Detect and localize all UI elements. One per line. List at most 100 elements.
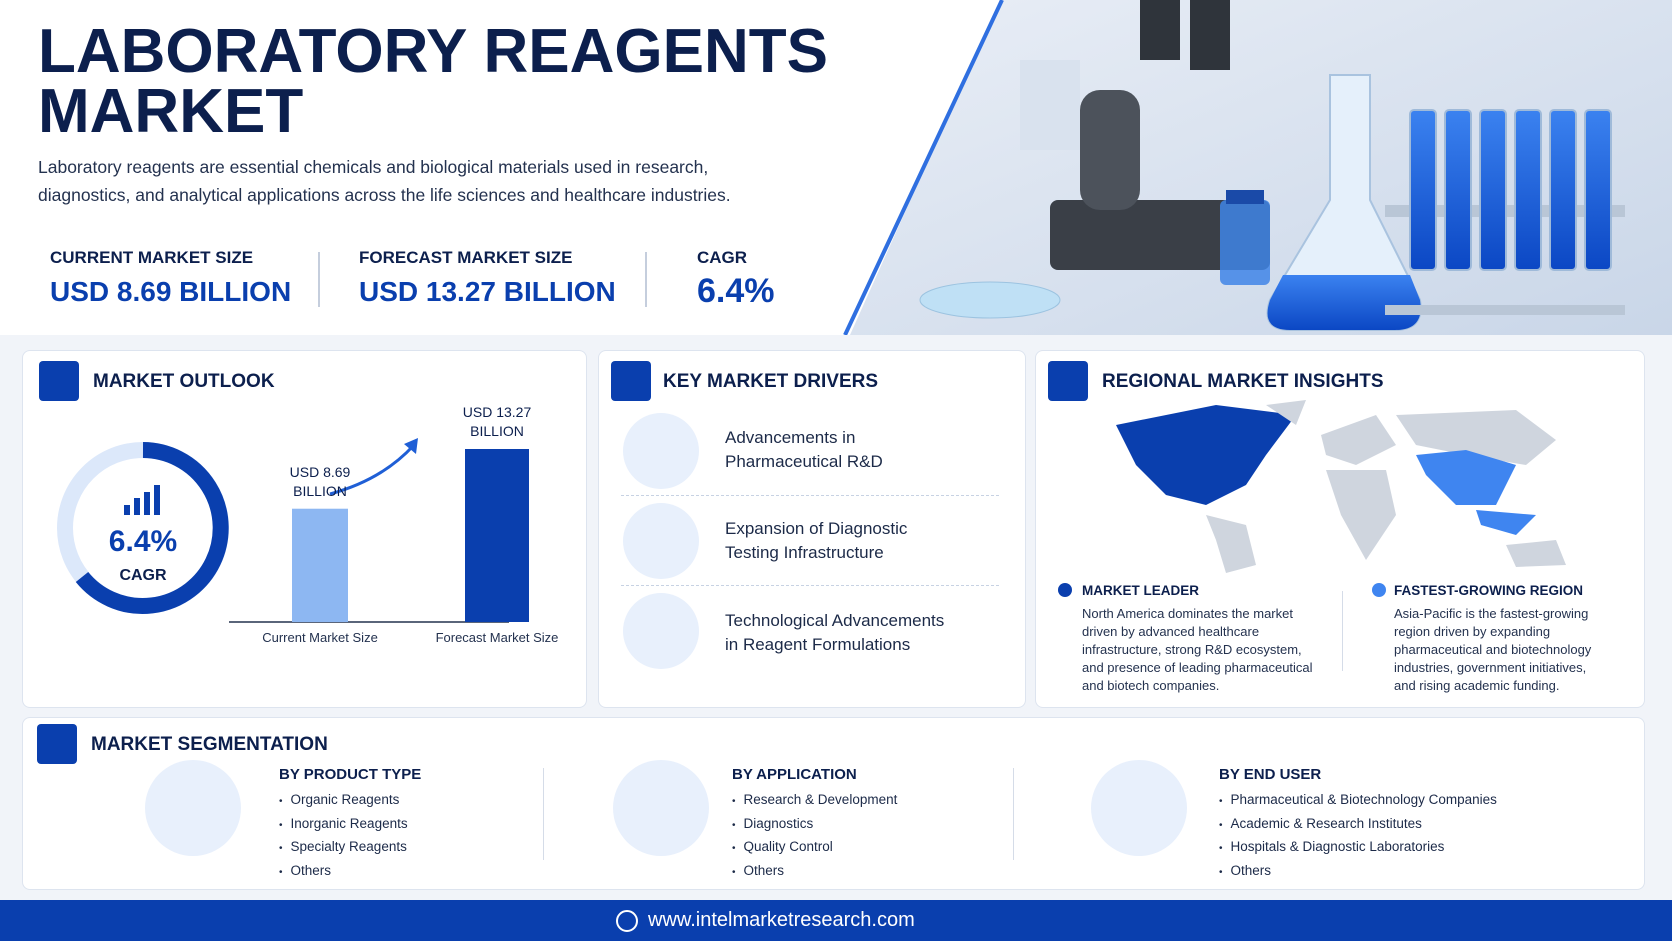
driver-line: Testing Infrastructure: [725, 543, 884, 562]
panel-title: MARKET SEGMENTATION: [91, 734, 328, 755]
segment-item: Others: [1219, 860, 1497, 884]
stat: CURRENT MARKET SIZE USD 8.69 BILLION: [50, 248, 291, 308]
insight-heading: MARKET LEADER: [1082, 583, 1199, 598]
insight-line: infrastructure, strong R&D ecosystem,: [1082, 642, 1302, 657]
separator: [621, 585, 999, 586]
insight-text: North America dominates the market driven…: [1082, 605, 1313, 695]
insight-line: Asia-Pacific is the fastest-growing: [1394, 606, 1589, 621]
segment-item: Others: [732, 860, 897, 884]
legend-dot: [1372, 583, 1386, 597]
segment-icon: [1091, 760, 1187, 856]
value-label: USD 13.27 BILLION: [462, 404, 532, 439]
panel-title: MARKET OUTLOOK: [93, 371, 275, 392]
driver-icon: [623, 503, 699, 579]
stat-value: 6.4%: [697, 272, 775, 310]
stat-value: USD 13.27 BILLION: [359, 276, 616, 307]
insight-line: driven by advanced healthcare: [1082, 624, 1260, 639]
divider: [1013, 768, 1014, 860]
insight-line: North America dominates the market: [1082, 606, 1293, 621]
value-label: USD 8.69 BILLION: [289, 463, 351, 499]
segment-item: Research & Development: [732, 789, 898, 813]
driver-text: Expansion of Diagnostic Testing Infrastru…: [725, 517, 907, 565]
panel-icon: [37, 724, 77, 764]
driver-line: in Reagent Formulations: [725, 635, 911, 654]
segment-item: Academic & Research Institutes: [1219, 813, 1497, 837]
legend-dot: [1058, 583, 1072, 597]
stat-value: USD 8.69 BILLION: [50, 276, 292, 307]
x-tick-label: Current Market Size: [262, 630, 378, 645]
divider: [543, 768, 544, 860]
cagr-label: CAGR: [119, 567, 167, 584]
panel-icon: [611, 361, 651, 401]
globe-icon: [616, 910, 638, 932]
value-label-box: USD 13.27 BILLION: [462, 404, 532, 439]
divider: [645, 252, 647, 307]
segment-item: Specialty Reagents: [279, 836, 421, 860]
cagr-value: 6.4%: [109, 525, 177, 558]
segment-heading: BY END USER: [1219, 766, 1322, 783]
footer-url[interactable]: www.intelmarketresearch.com: [648, 909, 915, 931]
title: LABORATORY REAGENTS MARKET: [38, 17, 828, 146]
regional-panel: REGIONAL MARKET INSIGHTS MARKET LEADER N…: [1035, 350, 1645, 708]
driver-line: Advancements in: [725, 428, 856, 447]
insight-line: region driven by expanding: [1394, 624, 1551, 639]
driver-line: Pharmaceutical R&D: [725, 452, 883, 471]
panel-icon: [39, 361, 79, 401]
separator: [621, 495, 999, 496]
segment-group: BY END USER Pharmaceutical & Biotechnolo…: [1219, 766, 1497, 883]
bar: [465, 449, 529, 622]
segment-item: Quality Control: [732, 836, 897, 860]
description-line: diagnostics, and analytical applications…: [38, 185, 731, 205]
insight-line: and presence of leading pharmaceutical: [1082, 660, 1313, 675]
panel-icon: [1048, 361, 1088, 401]
divider: [318, 252, 320, 307]
segment-item: Others: [279, 860, 421, 884]
driver-text: Technological Advancements in Reagent For…: [725, 609, 944, 657]
value-label-box: USD 8.69 BILLION: [289, 463, 351, 499]
stat-label: CURRENT MARKET SIZE: [50, 248, 254, 267]
segmentation-panel: MARKET SEGMENTATION BY PRODUCT TYPE Orga…: [22, 717, 1645, 890]
outlook-chart: 6.4% CAGR USD 8.69 BILLION Current Market…: [57, 404, 559, 645]
insight-heading: FASTEST-GROWING REGION: [1394, 583, 1584, 598]
driver-line: Technological Advancements: [725, 611, 945, 630]
driver-icon: [623, 413, 699, 489]
insight-line: and biotech companies.: [1082, 678, 1220, 693]
description-line: Laboratory reagents are essential chemic…: [38, 157, 709, 177]
segment-icon: [145, 760, 241, 856]
drivers-panel: KEY MARKET DRIVERS Advancements in Pharma…: [598, 350, 1026, 708]
driver-icon: [623, 593, 699, 669]
segment-item: Inorganic Reagents: [279, 813, 421, 837]
panel-title: REGIONAL MARKET INSIGHTS: [1102, 371, 1384, 392]
segment-heading: BY APPLICATION: [732, 766, 857, 783]
footer: www.intelmarketresearch.com: [0, 900, 1672, 941]
x-tick-label: Forecast Market Size: [436, 630, 559, 645]
segment-item: Pharmaceutical & Biotechnology Companies: [1219, 789, 1497, 813]
segment-icon: [613, 760, 709, 856]
title-line: MARKET: [38, 77, 304, 146]
description: Laboratory reagents are essential chemic…: [38, 153, 731, 209]
world-map: [1116, 400, 1566, 573]
driver-line: Expansion of Diagnostic: [725, 519, 908, 538]
insight-text: Asia-Pacific is the fastest-growing regio…: [1394, 605, 1591, 695]
bar: [292, 508, 348, 622]
header-photo: [843, 0, 1672, 335]
stat: CAGR 6.4%: [697, 248, 775, 311]
segment-group: BY APPLICATION Research & DevelopmentDia…: [732, 766, 897, 883]
segment-item: Hospitals & Diagnostic Laboratories: [1219, 836, 1497, 860]
stat-label: FORECAST MARKET SIZE: [359, 248, 573, 267]
driver-text: Advancements in Pharmaceutical R&D: [725, 426, 883, 474]
insight-line: industries, government initiatives,: [1394, 660, 1587, 675]
stat-label: CAGR: [697, 248, 748, 267]
title-line: LABORATORY REAGENTS: [38, 17, 828, 86]
segment-item: Diagnostics: [732, 813, 897, 837]
insight-line: and rising academic funding.: [1394, 678, 1560, 693]
panel-title: KEY MARKET DRIVERS: [663, 371, 879, 392]
segment-heading: BY PRODUCT TYPE: [279, 766, 422, 783]
stat: FORECAST MARKET SIZE USD 13.27 BILLION: [359, 248, 616, 308]
segment-item: Organic Reagents: [279, 789, 421, 813]
divider: [1342, 591, 1343, 671]
segment-group: BY PRODUCT TYPE Organic ReagentsInorgani…: [279, 766, 421, 883]
